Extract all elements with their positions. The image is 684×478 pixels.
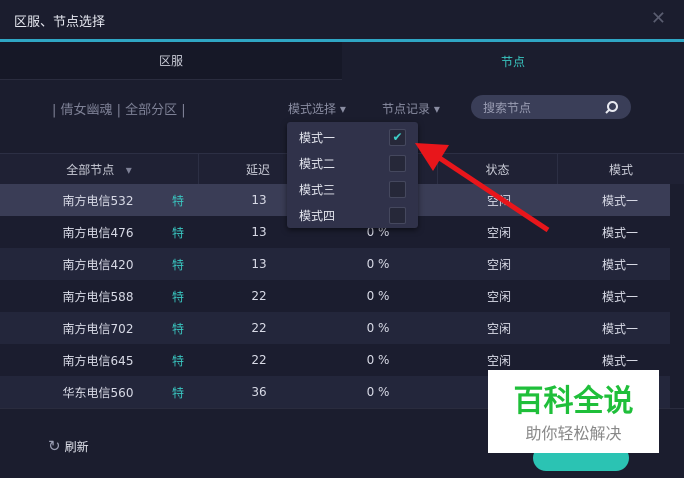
cell-delay: 13 [251,257,267,271]
refresh-icon: ↻ [48,437,61,455]
search-input[interactable]: 搜索节点 [471,95,631,119]
cell-mode: 模式一 [601,353,638,368]
cell-name: 南方电信476 [62,225,134,240]
node-history-label: 节点记录 [382,102,431,116]
mode-menu-item[interactable]: 模式二 [287,150,418,176]
cell-loss: 0 % [366,257,390,271]
mode-menu-label: 模式二 [299,156,336,171]
header-status: 状态 [438,154,558,185]
watermark-logo: 百科全说 助你轻松解决 [488,370,659,453]
refresh-button[interactable]: ↻ 刷新 [48,437,89,455]
refresh-label: 刷新 [64,439,89,454]
table-row[interactable]: 南方电信588 特 22 0 % 空闲 模式一 [0,280,670,312]
cell-name: 华东电信560 [62,385,134,400]
cell-delay: 13 [251,193,267,207]
node-history-dropdown[interactable]: 节点记录 ▾ [382,100,440,117]
cell-mode: 模式一 [601,289,638,304]
mode-menu-item[interactable]: 模式一 ✔ [287,124,418,150]
window-title: 区服、节点选择 [14,15,106,30]
header-mode: 模式 [608,163,633,177]
watermark-subtitle: 助你轻松解决 [525,424,622,443]
mode-menu-label: 模式一 [299,130,336,145]
cell-status: 空闲 [486,321,511,336]
tab-label: 节点 [500,54,525,69]
mode-select-label: 模式选择 [288,102,337,116]
checkbox[interactable] [389,154,406,172]
cell-name: 南方电信645 [62,353,134,368]
tab-node[interactable]: 节点 [342,42,684,80]
cell-loss: 0 % [366,353,390,367]
search-placeholder: 搜索节点 [483,100,532,115]
mode-menu-label: 模式三 [299,182,336,197]
cell-status: 空闲 [486,225,511,240]
breadcrumb[interactable]: | 倩女幽魂 | 全部分区 | [52,103,186,118]
cell-name: 南方电信532 [62,193,134,208]
cell-loss: 0 % [366,321,390,335]
cell-tag: 特 [171,225,184,240]
caret-down-icon: ▾ [339,102,346,116]
cell-tag: 特 [171,193,184,208]
cell-delay: 36 [251,385,267,399]
cell-status: 空闲 [486,353,511,368]
watermark-title: 百科全说 [513,384,634,419]
cell-name: 南方电信702 [62,321,134,336]
cell-status: 空闲 [486,257,511,272]
cell-mode: 模式一 [601,225,638,240]
check-icon: ✔ [392,130,403,144]
cell-delay: 22 [251,289,267,303]
cell-name: 南方电信588 [62,289,134,304]
header-loss [318,154,438,185]
mode-select-dropdown[interactable]: 模式选择 ▾ [288,100,346,117]
caret-down-icon: ▾ [433,102,440,116]
checkbox[interactable] [389,180,406,198]
cell-mode: 模式一 [601,193,638,208]
cell-delay: 13 [251,225,267,239]
red-arrow-annotation [415,143,550,233]
table-row[interactable]: 南方电信702 特 22 0 % 空闲 模式一 [0,312,670,344]
cell-delay: 22 [251,321,267,335]
checkbox[interactable] [389,206,406,224]
mode-menu: 模式一 ✔ 模式二模式三模式四 [287,122,418,228]
search-icon[interactable] [604,100,619,115]
close-icon[interactable]: ✕ [650,8,666,29]
cell-loss: 0 % [366,289,390,303]
cell-name: 南方电信420 [62,257,134,272]
cell-status: 空闲 [486,289,511,304]
tab-label: 区服 [158,54,183,68]
cell-delay: 22 [251,353,267,367]
cell-mode: 模式一 [601,257,638,272]
checkbox[interactable]: ✔ [389,128,406,146]
cell-tag: 特 [171,321,184,336]
cell-loss: 0 % [366,225,390,239]
cell-tag: 特 [171,257,184,272]
caret-down-icon: ▾ [125,162,132,177]
cell-tag: 特 [171,289,184,304]
accent-divider [0,39,684,42]
table-row[interactable]: 南方电信420 特 13 0 % 空闲 模式一 [0,248,670,280]
cell-tag: 特 [171,385,184,400]
header-all-nodes[interactable]: 全部节点 ▾ [0,154,199,185]
mode-menu-label: 模式四 [299,208,336,223]
header-label: 全部节点 [66,163,115,177]
cell-mode: 模式一 [601,321,638,336]
cell-loss: 0 % [366,385,390,399]
cell-tag: 特 [171,353,184,368]
mode-menu-item[interactable]: 模式四 [287,202,418,228]
mode-menu-item[interactable]: 模式三 [287,176,418,202]
tab-server[interactable]: 区服 [0,42,342,80]
